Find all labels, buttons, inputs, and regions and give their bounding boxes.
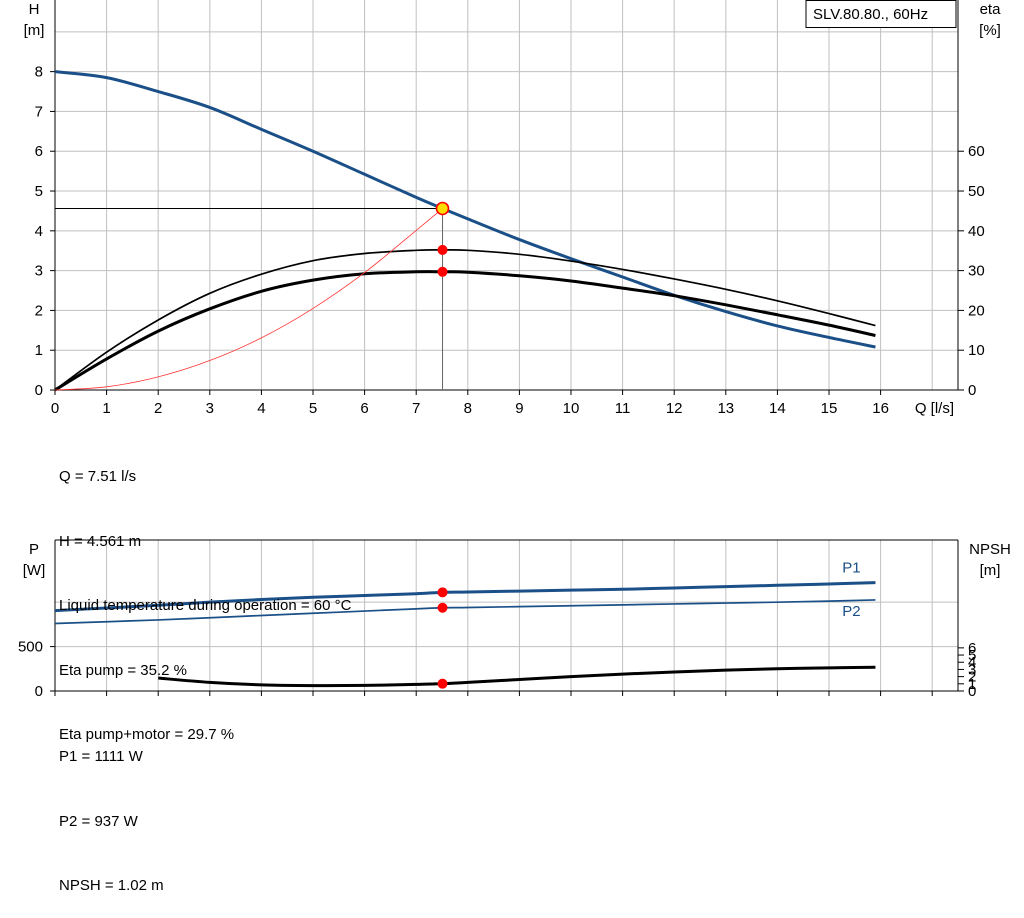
x-tick-label-11: 11 xyxy=(615,400,631,417)
x-tick-label-4: 4 xyxy=(257,400,265,417)
power-info: P1 = 1111 W P2 = 937 W NPSH = 1.02 m xyxy=(59,703,164,918)
chart-title: SLV.80.80., 60Hz xyxy=(813,6,928,23)
x-tick-label-7: 7 xyxy=(412,400,420,417)
y-right-tick-label-30: 30 xyxy=(968,263,985,280)
npsh-marker xyxy=(437,678,448,689)
info-flow: Q = 7.51 l/s xyxy=(59,468,137,485)
y-left-tick-label-6: 6 xyxy=(35,143,43,160)
y-right-axis-label: NPSH xyxy=(969,541,1011,558)
y-right-tick-label-0: 0 xyxy=(968,382,976,399)
y-right-axis-label: [m] xyxy=(980,562,1001,579)
y-right-tick-label-5: 5 xyxy=(968,647,976,664)
info-eta-pump: Eta pump = 35.2 % xyxy=(59,661,187,679)
y-right-tick-label-4: 4 xyxy=(968,654,976,671)
x-axis-label: Q [l/s] xyxy=(915,400,954,417)
info-liquid-temperature: Liquid temperature during operation = 60… xyxy=(59,597,352,614)
x-tick-label-13: 13 xyxy=(717,400,734,417)
y-right-tick-label-20: 20 xyxy=(968,302,985,319)
eta-pump-motor-marker xyxy=(437,266,448,277)
y-right-axis-label: eta xyxy=(980,1,1002,18)
duty-point-marker xyxy=(435,201,450,216)
series-2-line xyxy=(54,270,876,392)
x-tick-label-1: 1 xyxy=(102,400,110,417)
x-tick-label-15: 15 xyxy=(821,400,838,417)
series-p2-line xyxy=(54,599,876,625)
series-0-line xyxy=(54,70,876,349)
y-left-tick-label-3: 3 xyxy=(35,263,43,280)
x-tick-label-14: 14 xyxy=(769,400,786,417)
y-left-tick-label-5: 5 xyxy=(35,183,43,200)
info-p1: P1 = 1111 W xyxy=(59,748,143,765)
y-right-tick-label-50: 50 xyxy=(968,183,985,200)
x-tick-label-3: 3 xyxy=(206,400,214,417)
series-1-line xyxy=(54,248,876,391)
x-tick-label-0: 0 xyxy=(51,400,59,417)
info-head: H = 4.561 m xyxy=(59,532,142,550)
x-tick-label-8: 8 xyxy=(464,400,472,417)
plot-area xyxy=(55,0,958,390)
y-left-tick-label-0: 0 xyxy=(35,382,43,399)
x-tick-label-6: 6 xyxy=(360,400,368,417)
p2-marker xyxy=(437,602,448,613)
y-right-tick-label-10: 10 xyxy=(968,342,985,359)
y-right-tick-label-60: 60 xyxy=(968,143,985,160)
series-2-line xyxy=(158,665,876,688)
y-right-tick-label-3: 3 xyxy=(968,661,976,678)
info-eta-pump-motor: Eta pump+motor = 29.7 % xyxy=(59,726,235,743)
series-label-p2: P2 xyxy=(842,603,860,620)
x-tick-label-16: 16 xyxy=(872,400,889,417)
y-right-tick-label-2: 2 xyxy=(968,669,976,686)
x-tick-label-5: 5 xyxy=(309,400,317,417)
x-tick-label-12: 12 xyxy=(666,400,683,417)
y-right-axis-label: [%] xyxy=(979,22,1001,39)
y-left-axis-label: H xyxy=(29,1,40,18)
series-3-line xyxy=(54,208,443,391)
y-left-tick-label-1: 1 xyxy=(35,342,43,359)
x-tick-label-9: 9 xyxy=(515,400,523,417)
title-box xyxy=(805,0,957,28)
plot-area xyxy=(55,540,958,691)
p1-marker xyxy=(437,587,448,598)
y-left-axis-label: [W] xyxy=(23,562,46,579)
y-left-tick-label-7: 7 xyxy=(35,103,43,120)
series-label-p1: P1 xyxy=(842,560,860,577)
x-tick-label-2: 2 xyxy=(154,400,162,417)
series-p1-line xyxy=(54,581,876,613)
y-right-tick-label-6: 6 xyxy=(968,640,976,657)
y-left-tick-label-500: 500 xyxy=(18,639,43,656)
x-tick-label-10: 10 xyxy=(563,400,580,417)
info-p2: P2 = 937 W xyxy=(59,812,138,830)
y-left-tick-label-2: 2 xyxy=(35,302,43,319)
y-left-tick-label-8: 8 xyxy=(35,64,43,81)
y-left-tick-label-0: 0 xyxy=(35,683,43,700)
y-left-tick-label-4: 4 xyxy=(35,223,43,240)
duty-point-info: Q = 7.51 l/s H = 4.561 m Liquid temperat… xyxy=(59,423,351,767)
y-right-tick-label-40: 40 xyxy=(968,223,985,240)
y-left-axis-label: [m] xyxy=(24,22,45,39)
y-right-tick-label-1: 1 xyxy=(968,676,976,693)
info-npsh: NPSH = 1.02 m xyxy=(59,877,164,894)
y-right-tick-label-0: 0 xyxy=(968,683,976,700)
y-left-axis-label: P xyxy=(29,541,39,558)
eta-pump-marker xyxy=(437,244,448,255)
